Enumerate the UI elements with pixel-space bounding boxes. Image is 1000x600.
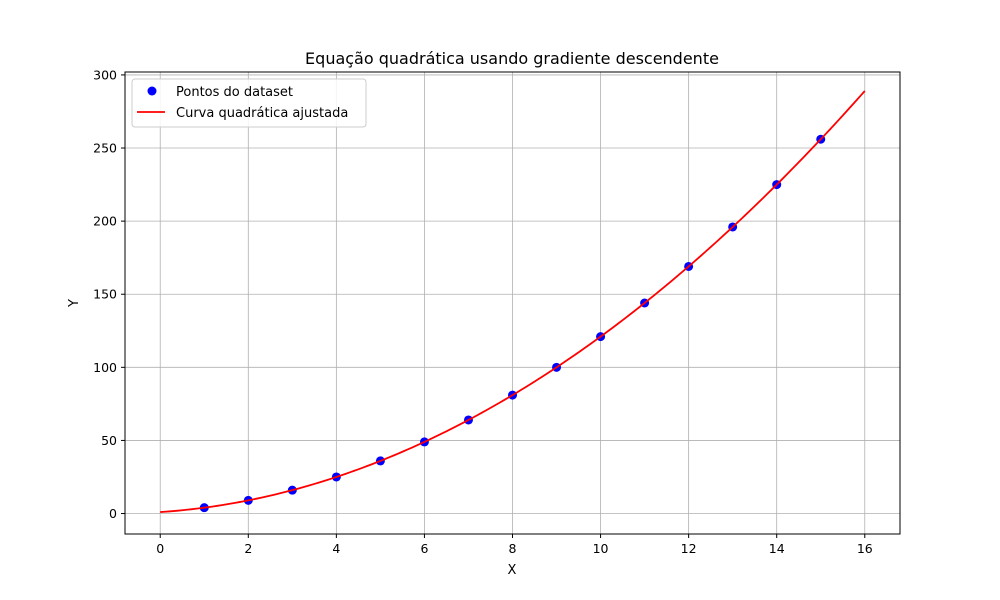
chart-title: Equação quadrática usando gradiente desc… — [305, 49, 719, 68]
y-tick-label: 250 — [93, 141, 117, 156]
x-axis-label: X — [508, 563, 517, 578]
y-tick-label: 50 — [101, 433, 117, 448]
legend-label-line: Curva quadrática ajustada — [176, 106, 348, 121]
legend-marker-scatter — [147, 86, 157, 96]
y-tick-label: 200 — [93, 214, 117, 229]
legend-label-scatter: Pontos do dataset — [176, 85, 293, 100]
legend-box — [131, 78, 367, 128]
x-tick-label: 0 — [156, 541, 164, 556]
x-tick-label: 8 — [509, 541, 517, 556]
x-tick-label: 16 — [857, 541, 873, 556]
y-tick-label: 100 — [93, 360, 117, 375]
fitted-curve-line — [160, 90, 866, 513]
x-tick-label: 2 — [244, 541, 252, 556]
y-tick-label: 300 — [93, 67, 117, 82]
x-tick-label: 14 — [769, 541, 785, 556]
grid — [125, 72, 900, 534]
axis-ticks: 0 2 4 6 8 10 12 14 16 0 50 100 150 200 250 300 — [93, 67, 873, 556]
x-tick-label: 10 — [593, 541, 609, 556]
x-tick-label: 4 — [332, 541, 340, 556]
legend: Pontos do dataset Curva quadrática ajust… — [131, 78, 367, 128]
y-tick-label: 150 — [93, 287, 117, 302]
x-tick-label: 6 — [420, 541, 428, 556]
y-axis-label: Y — [67, 299, 82, 308]
x-tick-label: 12 — [681, 541, 697, 556]
y-tick-label: 0 — [109, 506, 117, 521]
plot-data — [160, 90, 866, 513]
